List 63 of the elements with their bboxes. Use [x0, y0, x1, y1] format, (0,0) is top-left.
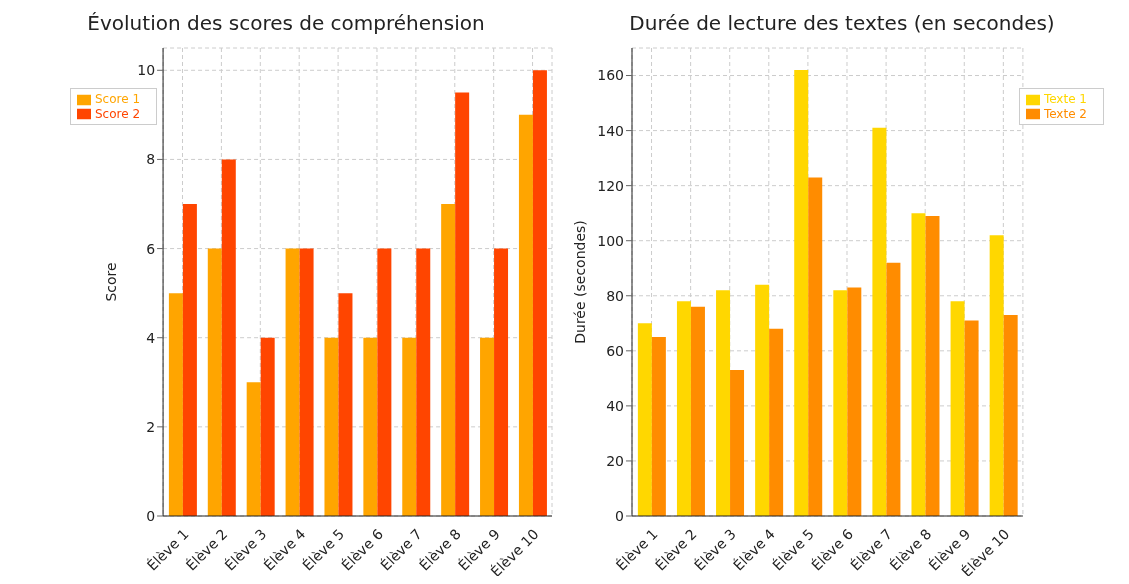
bar	[494, 248, 509, 516]
legend-label: Texte 1	[1043, 92, 1087, 106]
bar	[338, 293, 353, 516]
bar	[299, 248, 314, 516]
y-axis-title: Score	[103, 262, 120, 302]
legend-label: Score 2	[95, 106, 141, 121]
bar	[716, 290, 731, 516]
bar	[324, 337, 339, 516]
y-axis-title: Durée (secondes)	[571, 220, 588, 344]
y-tick-label: 8	[146, 151, 156, 168]
bar	[950, 301, 965, 516]
bar	[182, 204, 197, 516]
y-tick-label: 10	[137, 62, 156, 79]
bar	[651, 337, 666, 516]
y-tick-label: 0	[146, 507, 156, 524]
y-tick-label: 160	[597, 67, 624, 84]
chart-title: Évolution des scores de compréhension	[86, 10, 486, 37]
bar	[730, 370, 745, 516]
bar	[637, 323, 652, 516]
y-tick-label: 0	[615, 507, 624, 524]
bar	[377, 248, 392, 516]
bar	[690, 306, 705, 516]
y-tick-label: 4	[146, 329, 156, 346]
bar	[833, 290, 848, 516]
bar	[872, 127, 887, 516]
y-tick-label: 140	[597, 122, 624, 139]
bar	[964, 320, 979, 516]
chart-title: Durée de lecture des textes (en secondes)	[628, 10, 1056, 37]
bar	[246, 382, 261, 516]
bar	[989, 235, 1004, 516]
y-tick-label: 6	[146, 240, 156, 257]
y-tick-label: 60	[606, 342, 624, 359]
bar	[847, 287, 862, 516]
bar	[285, 248, 300, 516]
bar	[911, 213, 926, 516]
bar	[221, 159, 236, 516]
y-tick-label: 120	[597, 177, 624, 194]
bar	[455, 92, 470, 516]
bar	[207, 248, 222, 516]
bar	[755, 284, 770, 516]
bar	[168, 293, 183, 516]
bar	[518, 114, 533, 516]
bar	[886, 262, 901, 516]
bar	[441, 204, 456, 516]
bar	[676, 301, 691, 516]
bar	[532, 70, 547, 516]
legend-label: Score 1	[95, 92, 141, 106]
bar	[480, 337, 495, 516]
y-tick-label: 2	[146, 418, 156, 435]
bar	[416, 248, 431, 516]
bar	[260, 337, 275, 516]
legend-label: Texte 2	[1043, 106, 1087, 121]
y-tick-label: 100	[597, 232, 624, 249]
bar	[1003, 315, 1018, 516]
y-tick-label: 20	[606, 452, 624, 469]
bar	[363, 337, 378, 516]
y-tick-label: 40	[606, 397, 624, 414]
bar	[925, 215, 940, 516]
bar	[769, 328, 784, 516]
bar	[794, 70, 809, 516]
y-tick-label: 80	[606, 287, 624, 304]
bar	[402, 337, 417, 516]
bar	[808, 177, 823, 516]
